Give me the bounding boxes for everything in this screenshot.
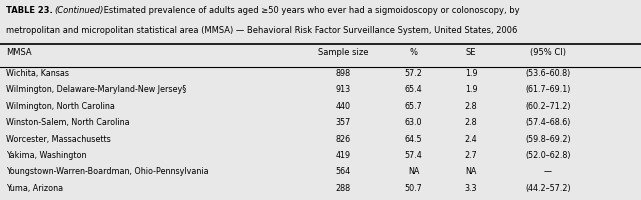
- Text: (44.2–57.2): (44.2–57.2): [525, 184, 571, 193]
- Text: Winston-Salem, North Carolina: Winston-Salem, North Carolina: [6, 118, 130, 127]
- Text: —: —: [544, 167, 552, 176]
- Text: (53.6–60.8): (53.6–60.8): [526, 69, 570, 78]
- Text: MMSA: MMSA: [6, 48, 32, 57]
- Text: 2.8: 2.8: [465, 102, 478, 111]
- Text: 2.4: 2.4: [465, 135, 478, 144]
- Text: 63.0: 63.0: [404, 118, 422, 127]
- Text: Yuma, Arizona: Yuma, Arizona: [6, 184, 63, 193]
- Text: Wilmington, North Carolina: Wilmington, North Carolina: [6, 102, 115, 111]
- Text: (59.8–69.2): (59.8–69.2): [525, 135, 571, 144]
- Text: Yakima, Washington: Yakima, Washington: [6, 151, 87, 160]
- Text: 2.8: 2.8: [465, 118, 478, 127]
- Text: (95% CI): (95% CI): [530, 48, 566, 57]
- Text: Wilmington, Delaware-Maryland-New Jersey§: Wilmington, Delaware-Maryland-New Jersey…: [6, 85, 187, 94]
- Text: 65.7: 65.7: [404, 102, 422, 111]
- Text: 419: 419: [335, 151, 351, 160]
- Text: 357: 357: [335, 118, 351, 127]
- Text: %: %: [410, 48, 417, 57]
- Text: (Continued): (Continued): [54, 6, 104, 15]
- Text: metropolitan and micropolitan statistical area (MMSA) — Behavioral Risk Factor S: metropolitan and micropolitan statistica…: [6, 26, 518, 35]
- Text: SE: SE: [466, 48, 476, 57]
- Text: 288: 288: [335, 184, 351, 193]
- Text: (52.0–62.8): (52.0–62.8): [526, 151, 570, 160]
- Text: Wichita, Kansas: Wichita, Kansas: [6, 69, 69, 78]
- Text: 826: 826: [335, 135, 351, 144]
- Text: 440: 440: [335, 102, 351, 111]
- Text: 564: 564: [335, 167, 351, 176]
- Text: NA: NA: [465, 167, 477, 176]
- Text: 3.3: 3.3: [465, 184, 478, 193]
- Text: (60.2–71.2): (60.2–71.2): [526, 102, 570, 111]
- Text: (61.7–69.1): (61.7–69.1): [526, 85, 570, 94]
- Text: 1.9: 1.9: [465, 69, 478, 78]
- Text: Estimated prevalence of adults aged ≥50 years who ever had a sigmoidoscopy or co: Estimated prevalence of adults aged ≥50 …: [101, 6, 520, 15]
- Text: 57.2: 57.2: [404, 69, 422, 78]
- Text: 1.9: 1.9: [465, 85, 478, 94]
- Text: 64.5: 64.5: [404, 135, 422, 144]
- Text: (57.4–68.6): (57.4–68.6): [526, 118, 570, 127]
- Text: Worcester, Massachusetts: Worcester, Massachusetts: [6, 135, 111, 144]
- Text: NA: NA: [408, 167, 419, 176]
- Text: TABLE 23.: TABLE 23.: [6, 6, 53, 15]
- Text: Sample size: Sample size: [318, 48, 368, 57]
- Text: 50.7: 50.7: [404, 184, 422, 193]
- Text: 2.7: 2.7: [465, 151, 478, 160]
- Text: 913: 913: [335, 85, 351, 94]
- Text: Youngstown-Warren-Boardman, Ohio-Pennsylvania: Youngstown-Warren-Boardman, Ohio-Pennsyl…: [6, 167, 209, 176]
- Text: 57.4: 57.4: [404, 151, 422, 160]
- Text: 65.4: 65.4: [404, 85, 422, 94]
- Text: 898: 898: [335, 69, 351, 78]
